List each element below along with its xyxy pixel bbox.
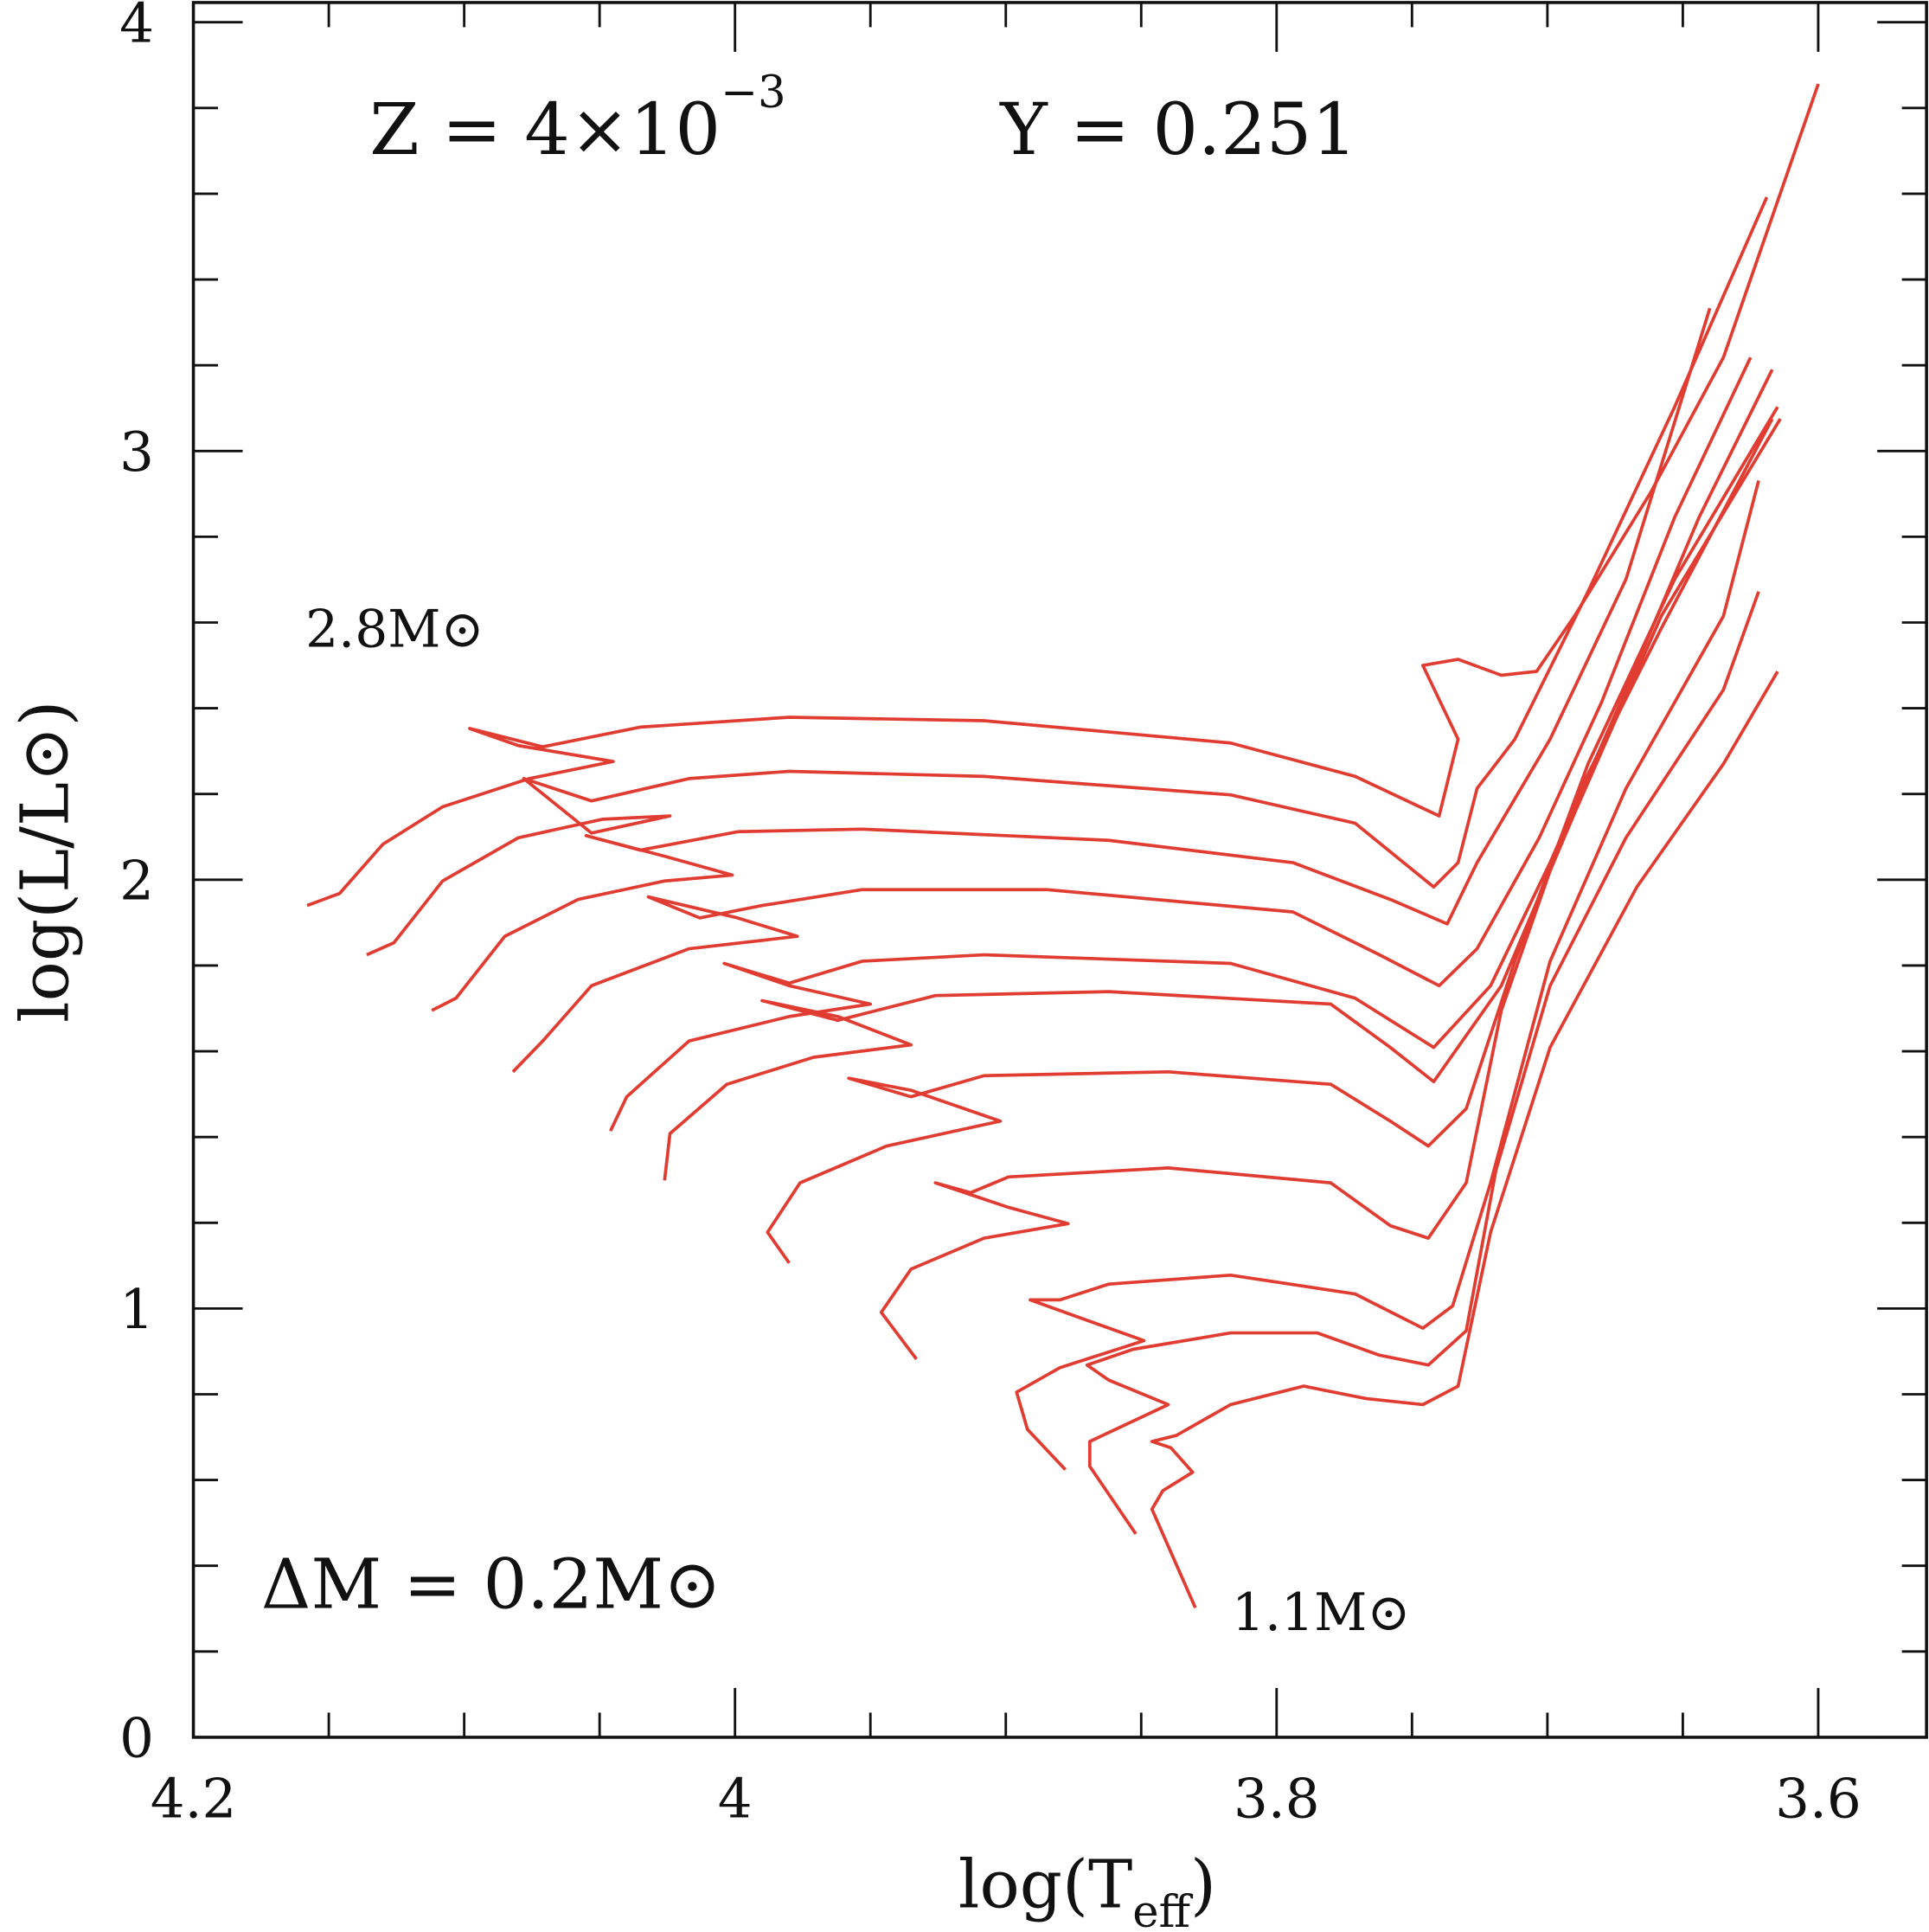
x-tick-label: 3.6 [1775, 1767, 1862, 1830]
track-line-11 [1150, 671, 1779, 1609]
y-tick-label: 0 [119, 1707, 154, 1770]
plot-frame [191, 1, 1928, 1739]
track-line-10 [1085, 591, 1760, 1536]
track-line-2 [366, 196, 1769, 957]
track-line-8 [879, 418, 1774, 1361]
y-tick-label: 2 [119, 850, 154, 913]
evolutionary-tracks [306, 83, 1820, 1609]
bottom-mass-label: 1.1M⊙ [1232, 1582, 1410, 1643]
x-tick-label: 4 [718, 1767, 753, 1830]
track-line-1 [306, 83, 1820, 908]
y-tick-labels: 0 1 2 3 4 [119, 0, 154, 1770]
y-axis-label: log(L/L⊙) [7, 701, 84, 1023]
top-mass-label: 2.8M⊙ [305, 600, 484, 660]
track-line-7 [766, 406, 1779, 1264]
track-line-3 [431, 307, 1712, 1012]
track-line-6 [663, 418, 1782, 1181]
y-annotation: Y = 0.251 [999, 88, 1357, 171]
delta-m-annotation: ΔM = 0.2M⊙ [261, 1544, 721, 1624]
y-tick-label: 3 [119, 420, 154, 484]
track-line-5 [609, 369, 1774, 1132]
track-line-4 [511, 356, 1753, 1074]
y-tick-label: 1 [119, 1278, 154, 1341]
x-tick-labels: 4.2 4 3.8 3.6 [151, 1767, 1862, 1830]
x-axis-label: log(Teff) [958, 1846, 1216, 1932]
track-line-9 [1015, 479, 1760, 1471]
y-tick-label: 4 [119, 0, 154, 55]
x-tick-label: 3.8 [1234, 1767, 1320, 1830]
axis-ticks [192, 2, 1927, 1739]
x-tick-label: 4.2 [151, 1767, 237, 1830]
z-annotation: Z = 4×10−3 [369, 67, 785, 171]
